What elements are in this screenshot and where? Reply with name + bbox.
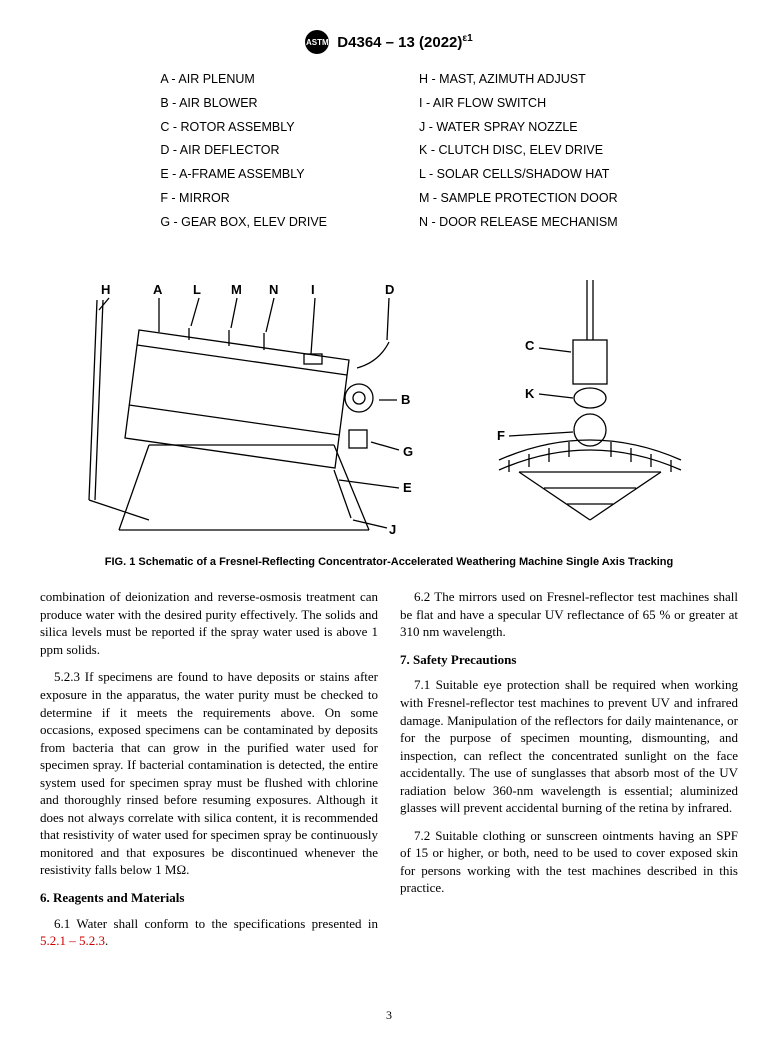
right-column: 6.2 The mirrors used on Fresnel-reflecto… bbox=[400, 588, 738, 959]
para-6-1-text-b: . bbox=[105, 933, 108, 948]
body-columns: combination of deionization and reverse-… bbox=[40, 588, 738, 959]
legend-left-col: A - AIR PLENUM B - AIR BLOWER C - ROTOR … bbox=[160, 68, 327, 234]
xref-521-523[interactable]: 5.2.1 – 5.2.3 bbox=[40, 933, 105, 948]
legend-item: L - SOLAR CELLS/SHADOW HAT bbox=[419, 163, 618, 187]
figure-legend: A - AIR PLENUM B - AIR BLOWER C - ROTOR … bbox=[160, 68, 617, 234]
standard-id: D4364 – 13 (2022)ε1 bbox=[337, 33, 472, 51]
legend-item: J - WATER SPRAY NOZZLE bbox=[419, 116, 618, 140]
standard-id-text: D4364 – 13 (2022) bbox=[337, 34, 462, 51]
fig-label-I: I bbox=[311, 282, 315, 297]
fig-label-F: F bbox=[497, 428, 505, 443]
legend-item: M - SAMPLE PROTECTION DOOR bbox=[419, 187, 618, 211]
page-header: ASTM D4364 – 13 (2022)ε1 bbox=[40, 30, 738, 54]
legend-item: C - ROTOR ASSEMBLY bbox=[160, 116, 327, 140]
legend-wrap: A - AIR PLENUM B - AIR BLOWER C - ROTOR … bbox=[40, 68, 738, 234]
legend-item: I - AIR FLOW SWITCH bbox=[419, 92, 618, 116]
section-7-head: 7. Safety Precautions bbox=[400, 651, 738, 669]
fig-label-K: K bbox=[525, 386, 535, 401]
para-7-2: 7.2 Suitable clothing or sunscreen ointm… bbox=[400, 827, 738, 897]
fig-label-E: E bbox=[403, 480, 412, 495]
left-column: combination of deionization and reverse-… bbox=[40, 588, 378, 959]
fig-label-D: D bbox=[385, 282, 394, 297]
legend-item: A - AIR PLENUM bbox=[160, 68, 327, 92]
legend-item: K - CLUTCH DISC, ELEV DRIVE bbox=[419, 139, 618, 163]
legend-item: G - GEAR BOX, ELEV DRIVE bbox=[160, 211, 327, 235]
figure-caption: FIG. 1 Schematic of a Fresnel-Reflecting… bbox=[40, 556, 738, 568]
para-5-2-2-cont: combination of deionization and reverse-… bbox=[40, 588, 378, 658]
fig-label-L: L bbox=[193, 282, 201, 297]
fig-label-B: B bbox=[401, 392, 410, 407]
section-6-head: 6. Reagents and Materials bbox=[40, 889, 378, 907]
legend-item: D - AIR DEFLECTOR bbox=[160, 139, 327, 163]
para-6-1-text-a: 6.1 Water shall conform to the specifica… bbox=[54, 916, 378, 931]
logo-text: ASTM bbox=[306, 38, 329, 47]
fig-label-A: A bbox=[153, 282, 163, 297]
legend-item: H - MAST, AZIMUTH ADJUST bbox=[419, 68, 618, 92]
para-6-2: 6.2 The mirrors used on Fresnel-reflecto… bbox=[400, 588, 738, 641]
standard-id-super: ε1 bbox=[462, 33, 472, 44]
para-5-2-3: 5.2.3 If specimens are found to have dep… bbox=[40, 668, 378, 879]
fig-label-H: H bbox=[101, 282, 110, 297]
astm-logo: ASTM bbox=[305, 30, 329, 54]
fig-label-G: G bbox=[403, 444, 413, 459]
para-7-1: 7.1 Suitable eye protection shall be req… bbox=[400, 676, 738, 816]
para-6-1: 6.1 Water shall conform to the specifica… bbox=[40, 915, 378, 950]
legend-item: N - DOOR RELEASE MECHANISM bbox=[419, 211, 618, 235]
legend-item: E - A-FRAME ASSEMBLY bbox=[160, 163, 327, 187]
fig-label-C: C bbox=[525, 338, 535, 353]
figure-svg: H A L M N I D B G E J bbox=[59, 270, 719, 550]
figure-1: H A L M N I D B G E J bbox=[40, 270, 738, 550]
fig-label-M: M bbox=[231, 282, 242, 297]
legend-item: B - AIR BLOWER bbox=[160, 92, 327, 116]
legend-item: F - MIRROR bbox=[160, 187, 327, 211]
page-number: 3 bbox=[0, 1008, 778, 1023]
legend-right-col: H - MAST, AZIMUTH ADJUST I - AIR FLOW SW… bbox=[419, 68, 618, 234]
fig-label-N: N bbox=[269, 282, 278, 297]
fig-label-J: J bbox=[389, 522, 396, 537]
